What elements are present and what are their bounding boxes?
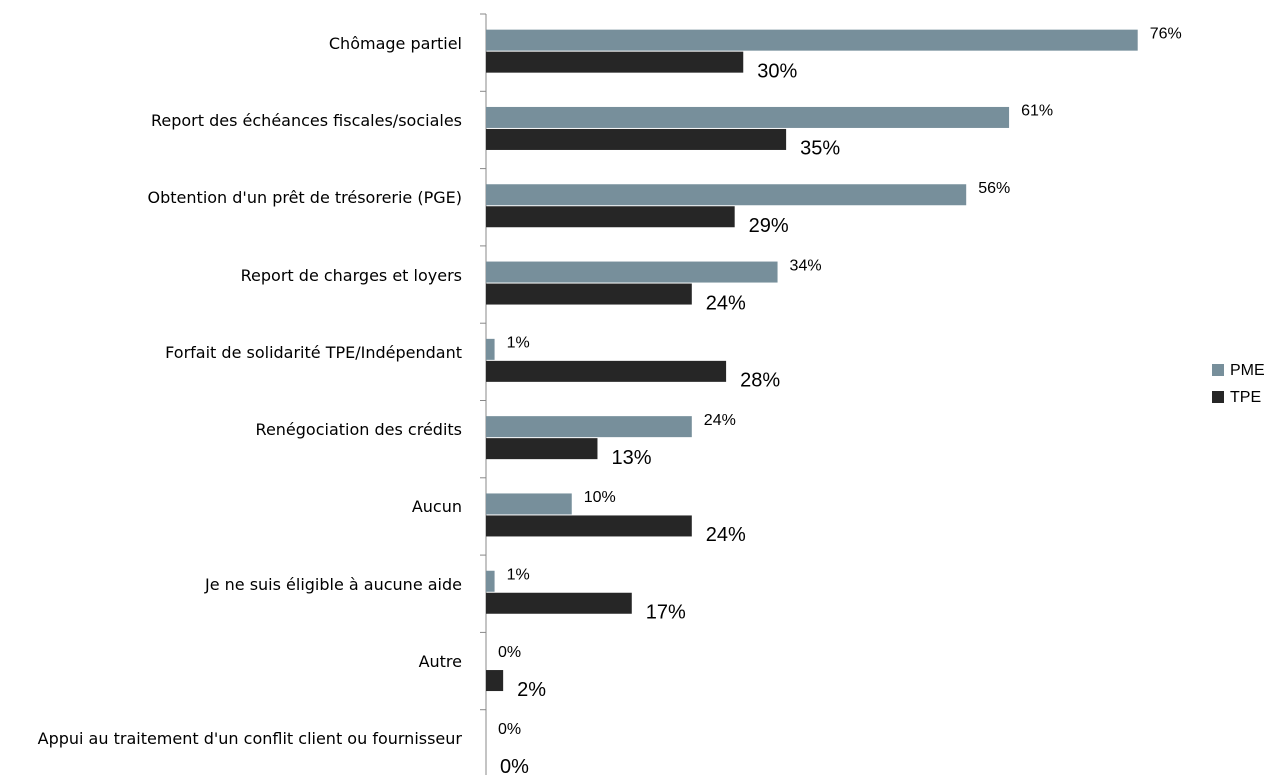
value-label: 35%	[800, 138, 840, 160]
bar	[486, 261, 778, 283]
value-label: 13%	[611, 447, 651, 469]
category-label: Report de charges et loyers	[240, 265, 462, 285]
category-label: Autre	[418, 652, 462, 672]
value-label: 1%	[507, 335, 530, 352]
value-label: 1%	[507, 566, 530, 583]
legend-swatch	[1212, 391, 1224, 403]
value-label: 76%	[1150, 25, 1182, 42]
bar	[486, 493, 572, 515]
bar	[486, 106, 1010, 128]
value-label: 0%	[498, 644, 521, 661]
bar	[486, 670, 504, 692]
category-label: Aucun	[411, 497, 462, 517]
value-label: 34%	[790, 257, 822, 274]
bar	[486, 515, 692, 537]
bar	[486, 29, 1138, 51]
value-label: 0%	[498, 721, 521, 738]
value-label: 28%	[740, 370, 780, 392]
category-label: Appui au traitement d'un conflit client …	[37, 729, 462, 749]
bar	[486, 592, 632, 614]
value-label: 2%	[517, 679, 546, 701]
value-label: 24%	[706, 292, 746, 314]
value-label: 24%	[706, 524, 746, 546]
category-label: Report des échéances fiscales/sociales	[150, 110, 462, 130]
bar	[486, 283, 692, 305]
legend-label: TPE	[1230, 389, 1261, 406]
value-label: 61%	[1021, 103, 1053, 120]
bar	[486, 206, 735, 228]
value-label: 10%	[584, 489, 616, 506]
value-label: 24%	[704, 412, 736, 429]
value-label: 29%	[749, 215, 789, 237]
bar	[486, 416, 692, 438]
bar	[486, 360, 727, 382]
value-label: 30%	[757, 60, 797, 82]
value-label: 56%	[978, 180, 1010, 197]
category-label: Forfait de solidarité TPE/Indépendant	[165, 342, 462, 362]
bar	[486, 338, 495, 360]
legend-label: PME	[1230, 362, 1265, 379]
legend-swatch	[1212, 364, 1224, 376]
bar	[486, 184, 967, 206]
bar	[486, 51, 744, 73]
category-label: Obtention d'un prêt de trésorerie (PGE)	[147, 188, 462, 208]
category-label: Je ne suis éligible à aucune aide	[204, 574, 462, 594]
bar	[486, 570, 495, 592]
category-label: Chômage partiel	[328, 33, 462, 53]
value-label: 0%	[500, 756, 529, 778]
bar	[486, 128, 787, 150]
value-label: 17%	[646, 602, 686, 624]
bar	[486, 438, 598, 460]
category-label: Renégociation des crédits	[255, 420, 462, 440]
